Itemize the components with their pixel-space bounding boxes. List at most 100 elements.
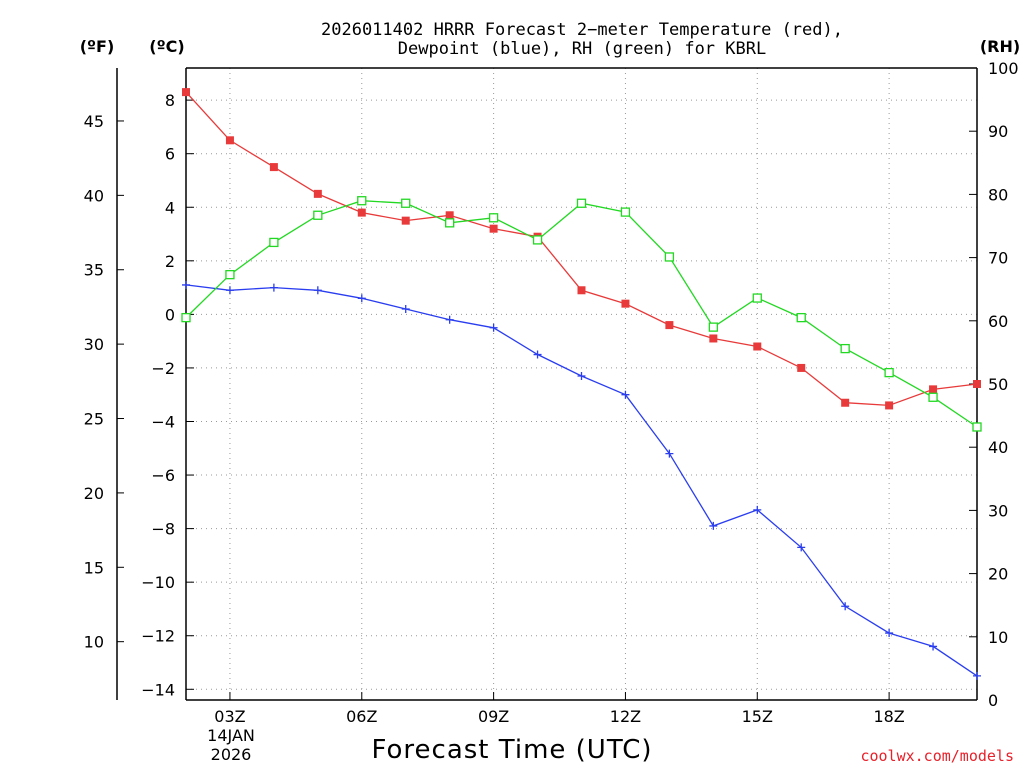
dewpoint-point xyxy=(357,294,366,303)
temperature-point xyxy=(841,398,850,407)
rh-tick-label: 90 xyxy=(988,122,1008,141)
temperature-point xyxy=(885,401,894,410)
temperature-point xyxy=(445,211,454,220)
dewpoint-series xyxy=(182,280,981,680)
temperature-point xyxy=(489,224,498,233)
rh-tick-label: 50 xyxy=(988,375,1008,394)
fahrenheit-tick-label: 20 xyxy=(84,484,104,503)
grid-lines xyxy=(186,68,977,700)
dewpoint-point xyxy=(621,390,630,399)
celsius-tick-label: −14 xyxy=(141,680,175,699)
rh-tick-label: 60 xyxy=(988,312,1008,331)
celsius-tick-label: −12 xyxy=(141,627,175,646)
dewpoint-point xyxy=(489,323,498,332)
rh-point xyxy=(840,343,850,354)
credit-label: coolwx.com/models xyxy=(860,747,1014,765)
rh-series xyxy=(181,196,982,432)
celsius-tick-label: 2 xyxy=(165,252,175,271)
rh-point xyxy=(532,235,543,245)
temperature-point xyxy=(357,208,366,217)
dewpoint-point xyxy=(401,305,410,314)
x-tick-label: 03Z xyxy=(214,707,245,726)
date-day-label: 14JAN xyxy=(207,726,255,745)
x-tick-label: 15Z xyxy=(742,707,773,726)
rh-point xyxy=(445,218,455,228)
dewpoint-point xyxy=(445,315,454,324)
x-tick-label: 12Z xyxy=(610,707,641,726)
rh-point xyxy=(313,210,323,220)
date-year-label: 2026 xyxy=(211,745,252,764)
fahrenheit-tick-label: 40 xyxy=(84,186,104,205)
rh-point xyxy=(225,270,235,280)
celsius-tick-label: −10 xyxy=(141,573,175,592)
celsius-tick-label: 8 xyxy=(165,91,175,110)
temperature-point xyxy=(665,321,674,330)
data-series xyxy=(181,88,982,680)
dewpoint-point xyxy=(313,286,322,295)
rh-tick-label: 40 xyxy=(988,438,1008,457)
dewpoint-point xyxy=(269,283,278,292)
rh-point xyxy=(884,367,894,378)
rh-point xyxy=(664,252,675,262)
rh-point xyxy=(708,322,718,332)
celsius-tick-label: 6 xyxy=(165,145,175,164)
x-tick-label: 06Z xyxy=(346,707,377,726)
temperature-point xyxy=(401,216,410,225)
dewpoint-point xyxy=(973,671,981,680)
rh-point xyxy=(576,198,587,208)
rh-unit-label: (RH) xyxy=(980,37,1020,56)
temperature-point xyxy=(577,286,586,295)
rh-tick-label: 70 xyxy=(988,249,1008,268)
dewpoint-point xyxy=(709,521,718,530)
chart-title-line1: 2026011402 HRRR Forecast 2−meter Tempera… xyxy=(321,20,843,40)
dewpoint-point xyxy=(885,629,894,638)
temperature-point xyxy=(621,299,630,308)
celsius-tick-label: −4 xyxy=(151,412,175,431)
rh-tick-label: 100 xyxy=(988,59,1019,78)
x-tick-label: 09Z xyxy=(478,707,509,726)
temperature-point xyxy=(753,342,762,351)
rh-point xyxy=(488,213,499,223)
celsius-tick-label: −2 xyxy=(151,359,175,378)
rh-point xyxy=(972,422,982,432)
rh-point xyxy=(752,293,762,303)
fahrenheit-tick-label: 10 xyxy=(84,633,104,652)
rh-tick-label: 10 xyxy=(988,628,1008,647)
dewpoint-point xyxy=(533,350,542,359)
fahrenheit-unit-label: (ºF) xyxy=(80,37,115,56)
fahrenheit-tick-label: 35 xyxy=(84,261,104,280)
dewpoint-point xyxy=(577,371,586,380)
rh-point xyxy=(620,207,631,217)
rh-point xyxy=(181,312,191,323)
celsius-tick-label: −8 xyxy=(151,520,175,539)
temperature-point xyxy=(973,380,981,388)
rh-line xyxy=(185,200,978,428)
x-tick-label: 18Z xyxy=(873,707,904,726)
fahrenheit-tick-label: 15 xyxy=(84,558,104,577)
dewpoint-point xyxy=(665,449,674,458)
dewpoint-point xyxy=(753,505,762,514)
rh-point xyxy=(401,198,411,208)
temperature-point xyxy=(709,334,718,343)
dewpoint-point xyxy=(929,642,938,651)
axes: 86420−2−4−6−8−10−12−14454035302520151010… xyxy=(84,59,1019,726)
temperature-line xyxy=(185,91,978,407)
rh-tick-label: 0 xyxy=(988,691,998,710)
temperature-point xyxy=(313,189,322,198)
celsius-tick-label: −6 xyxy=(151,466,175,485)
x-axis-title: Forecast Time (UTC) xyxy=(371,735,652,765)
rh-tick-label: 30 xyxy=(988,501,1008,520)
rh-point xyxy=(357,196,367,206)
rh-point xyxy=(796,312,806,323)
celsius-unit-label: (ºC) xyxy=(149,37,184,56)
rh-tick-label: 80 xyxy=(988,185,1008,204)
temperature-point xyxy=(929,385,938,394)
temperature-series xyxy=(182,88,981,410)
dewpoint-point xyxy=(225,286,234,295)
dewpoint-point xyxy=(797,543,806,552)
fahrenheit-tick-label: 45 xyxy=(84,112,104,131)
rh-point xyxy=(928,392,938,402)
temperature-point xyxy=(797,363,806,372)
temperature-point xyxy=(225,136,234,145)
